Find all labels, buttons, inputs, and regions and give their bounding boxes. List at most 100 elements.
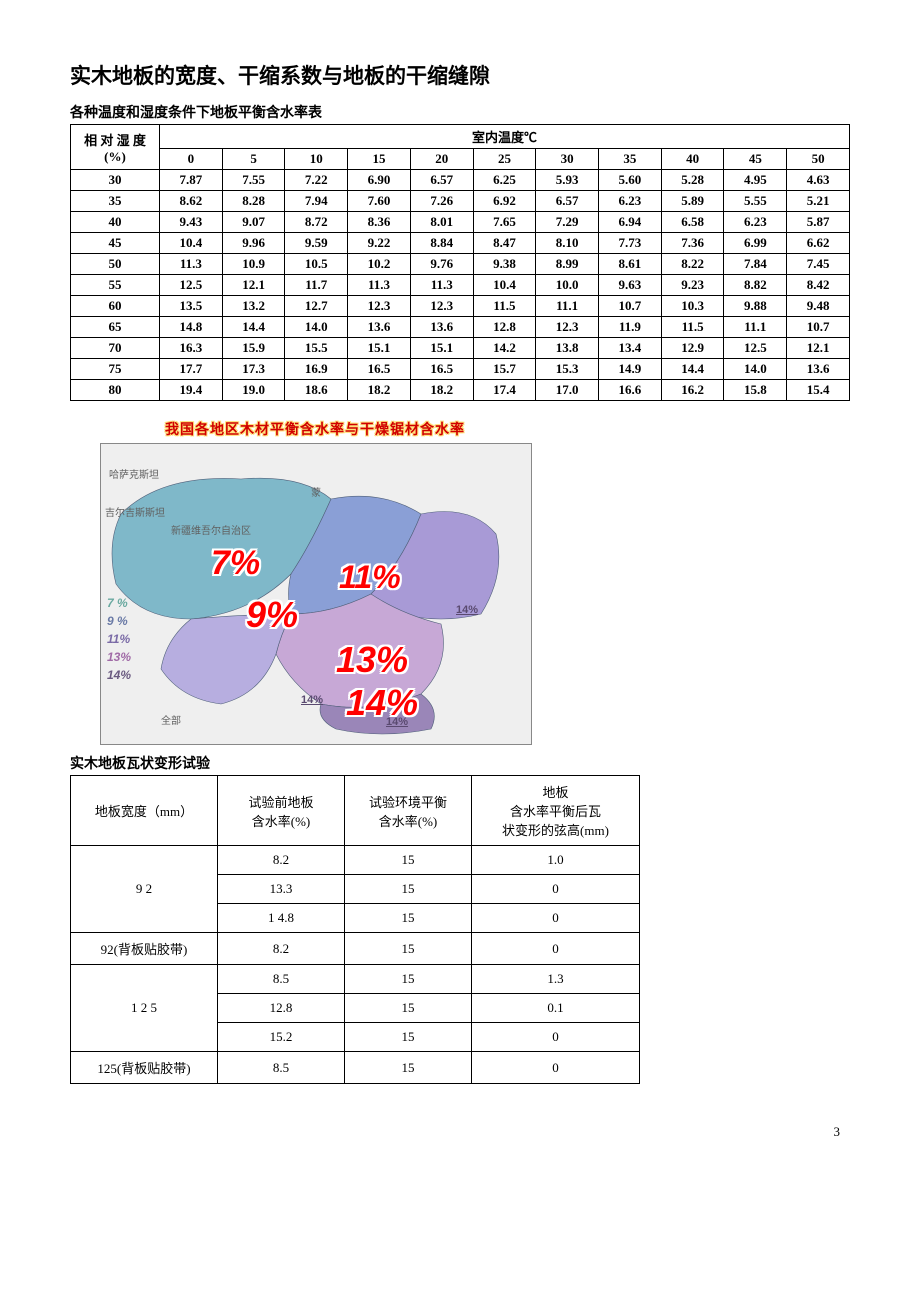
legend-item: 11% (107, 630, 131, 648)
value-cell: 12.3 (536, 317, 599, 338)
temp-col: 10 (285, 149, 348, 170)
value-cell: 5.28 (661, 170, 724, 191)
temp-col: 30 (536, 149, 599, 170)
value-cell: 7.22 (285, 170, 348, 191)
exp-cell: 1.3 (472, 965, 640, 994)
exp-cell: 0.1 (472, 994, 640, 1023)
value-cell: 6.23 (724, 212, 787, 233)
table2-caption: 实木地板瓦状变形试验 (70, 753, 850, 773)
value-cell: 12.3 (410, 296, 473, 317)
value-cell: 6.58 (661, 212, 724, 233)
temp-col: 25 (473, 149, 536, 170)
value-cell: 7.45 (787, 254, 850, 275)
value-cell: 10.3 (661, 296, 724, 317)
map-14-tag: 14% (456, 604, 478, 616)
value-cell: 6.99 (724, 233, 787, 254)
exp-cell: 8.2 (218, 846, 345, 875)
map-figure: 我国各地区木材平衡含水率与干燥锯材含水率 7 %9 %11%13%14% 7%9… (100, 419, 530, 745)
value-cell: 9.23 (661, 275, 724, 296)
value-cell: 10.4 (160, 233, 223, 254)
value-cell: 8.42 (787, 275, 850, 296)
width-cell: 125(背板贴胶带) (71, 1052, 218, 1084)
exp-cell: 15.2 (218, 1023, 345, 1052)
value-cell: 9.76 (410, 254, 473, 275)
value-cell: 9.96 (222, 233, 285, 254)
value-cell: 5.60 (599, 170, 662, 191)
temp-col: 45 (724, 149, 787, 170)
rh-cell: 65 (71, 317, 160, 338)
value-cell: 8.82 (724, 275, 787, 296)
rh-cell: 60 (71, 296, 160, 317)
value-cell: 9.88 (724, 296, 787, 317)
rh-cell: 50 (71, 254, 160, 275)
value-cell: 14.8 (160, 317, 223, 338)
value-cell: 5.21 (787, 191, 850, 212)
map-percent-label: 7% (211, 544, 260, 583)
temp-col: 35 (599, 149, 662, 170)
value-cell: 16.5 (410, 359, 473, 380)
value-cell: 7.26 (410, 191, 473, 212)
value-cell: 13.5 (160, 296, 223, 317)
exp-cell: 8.5 (218, 1052, 345, 1084)
exp-header: 地板宽度（mm） (71, 776, 218, 846)
value-cell: 14.2 (473, 338, 536, 359)
value-cell: 8.36 (348, 212, 411, 233)
value-cell: 8.61 (599, 254, 662, 275)
exp-header: 试验前地板含水率(%) (218, 776, 345, 846)
rh-header: 相 对 湿 度(%) (71, 125, 160, 170)
value-cell: 5.87 (787, 212, 850, 233)
value-cell: 14.4 (661, 359, 724, 380)
moisture-table: 相 对 湿 度(%) 室内温度℃ 05101520253035404550 30… (70, 124, 850, 401)
table1-caption: 各种温度和湿度条件下地板平衡含水率表 (70, 102, 850, 122)
value-cell: 6.62 (787, 233, 850, 254)
value-cell: 17.4 (473, 380, 536, 401)
legend-item: 14% (107, 666, 131, 684)
value-cell: 8.62 (160, 191, 223, 212)
exp-cell: 0 (472, 1023, 640, 1052)
map-region-name: 新疆维吾尔自治区 (171, 522, 251, 537)
exp-cell: 15 (345, 1052, 472, 1084)
value-cell: 15.5 (285, 338, 348, 359)
value-cell: 11.5 (661, 317, 724, 338)
value-cell: 16.5 (348, 359, 411, 380)
value-cell: 19.4 (160, 380, 223, 401)
value-cell: 15.9 (222, 338, 285, 359)
exp-cell: 15 (345, 846, 472, 875)
temp-col: 20 (410, 149, 473, 170)
width-cell: 1 2 5 (71, 965, 218, 1052)
value-cell: 9.22 (348, 233, 411, 254)
value-cell: 14.9 (599, 359, 662, 380)
exp-cell: 15 (345, 904, 472, 933)
value-cell: 6.25 (473, 170, 536, 191)
value-cell: 7.87 (160, 170, 223, 191)
exp-cell: 15 (345, 994, 472, 1023)
value-cell: 18.2 (348, 380, 411, 401)
rh-cell: 70 (71, 338, 160, 359)
exp-cell: 12.8 (218, 994, 345, 1023)
legend-item: 7 % (107, 594, 131, 612)
value-cell: 11.3 (410, 275, 473, 296)
map-region-name: 吉尔吉斯斯坦 (105, 504, 165, 519)
value-cell: 17.0 (536, 380, 599, 401)
value-cell: 7.55 (222, 170, 285, 191)
china-map: 7 %9 %11%13%14% 7%9%11%13%14%哈萨克斯坦吉尔吉斯斯坦… (100, 443, 532, 745)
exp-cell: 0 (472, 933, 640, 965)
exp-cell: 15 (345, 875, 472, 904)
value-cell: 16.2 (661, 380, 724, 401)
value-cell: 7.94 (285, 191, 348, 212)
page-number: 3 (70, 1124, 850, 1140)
page-title: 实木地板的宽度、干缩系数与地板的干缩缝隙 (70, 60, 850, 90)
rh-cell: 30 (71, 170, 160, 191)
value-cell: 13.6 (410, 317, 473, 338)
value-cell: 12.1 (222, 275, 285, 296)
rh-cell: 45 (71, 233, 160, 254)
value-cell: 13.6 (787, 359, 850, 380)
value-cell: 18.6 (285, 380, 348, 401)
value-cell: 9.38 (473, 254, 536, 275)
value-cell: 12.9 (661, 338, 724, 359)
value-cell: 15.4 (787, 380, 850, 401)
value-cell: 8.47 (473, 233, 536, 254)
value-cell: 13.4 (599, 338, 662, 359)
value-cell: 13.2 (222, 296, 285, 317)
rh-cell: 75 (71, 359, 160, 380)
